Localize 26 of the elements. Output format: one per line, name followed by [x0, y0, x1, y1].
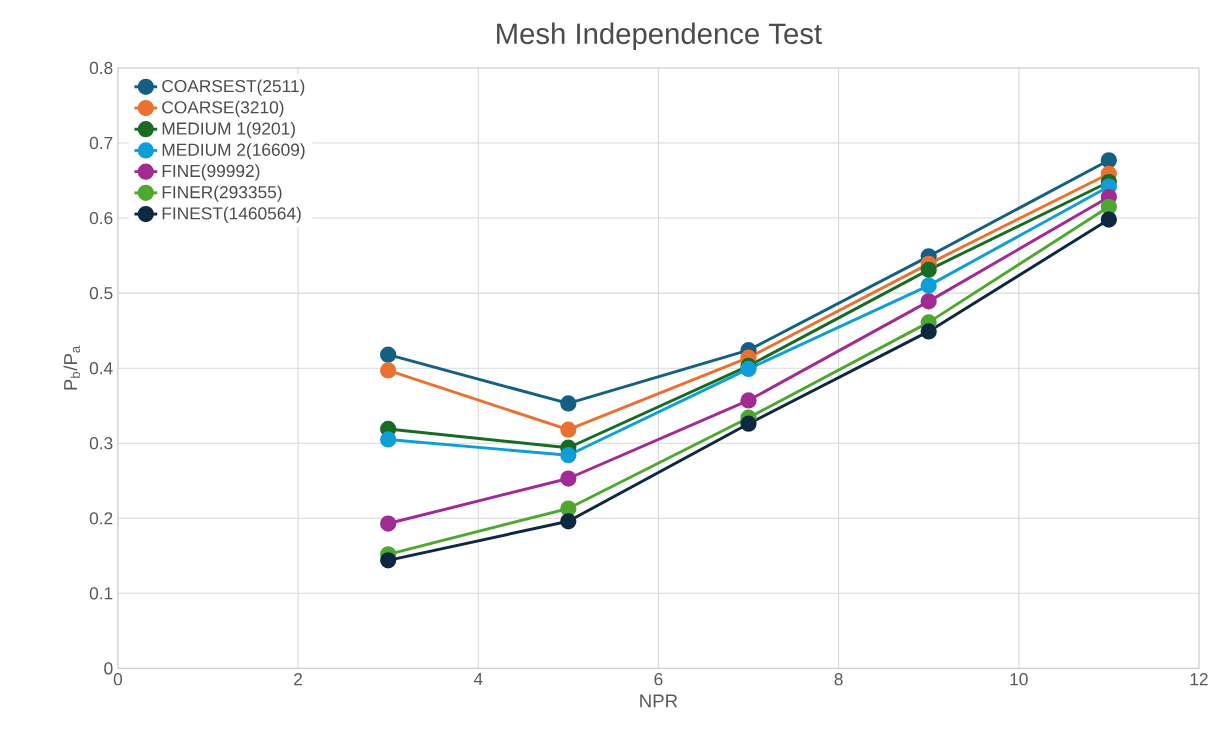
y-tick-label: 0.7 — [89, 136, 113, 149]
x-tick-label: 2 — [294, 672, 303, 686]
chart-title: Mesh Independence Test — [497, 22, 822, 50]
y-tick-label: 0.6 — [89, 211, 113, 225]
legend-label: COARSEST(2511) — [162, 79, 305, 96]
y-tick-label: 0.8 — [89, 61, 113, 74]
y-tick-label: 0.4 — [89, 361, 113, 375]
legend-label: FINEST(1460564) — [162, 206, 301, 223]
legend-label: MEDIUM 1(9201) — [162, 121, 295, 138]
y-tick-label: 0.2 — [89, 511, 113, 525]
x-tick-label: 10 — [1010, 672, 1028, 686]
legend-label: COARSE(3210) — [162, 100, 284, 117]
x-tick-label: 6 — [654, 672, 663, 686]
x-tick-label: 4 — [473, 672, 483, 685]
legend-label: FINE(99992) — [162, 164, 260, 181]
y-tick-label: 0.1 — [89, 587, 113, 600]
x-tick-label: 0 — [113, 672, 123, 686]
legend-label: FINER(293355) — [162, 185, 282, 202]
y-tick-label: 0.5 — [89, 286, 113, 300]
x-tick-label: 8 — [834, 672, 843, 686]
x-axis-title: NPR — [640, 694, 678, 708]
y-axis-title: P$_{b}$/P$_{a}$ — [63, 345, 80, 390]
legend-label: MEDIUM 2(16609) — [162, 143, 305, 160]
x-tick-label: 12 — [1190, 672, 1208, 686]
y-tick-label: 0 — [104, 662, 113, 675]
y-tick-label: 0.3 — [89, 436, 113, 450]
